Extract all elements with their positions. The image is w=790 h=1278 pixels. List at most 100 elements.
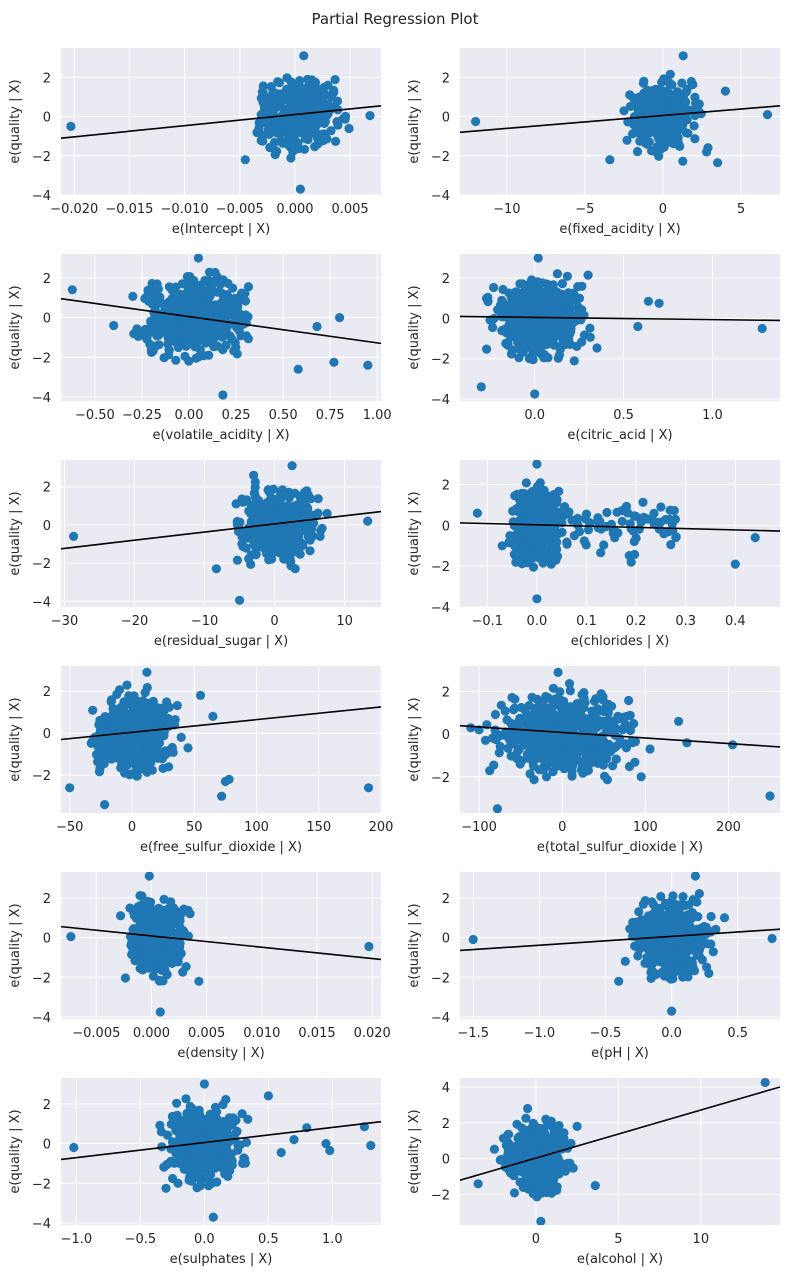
scatter-point-outlier xyxy=(468,934,478,945)
y-tick-label: 0 xyxy=(43,727,51,742)
scatter-point xyxy=(137,703,147,713)
scatter-point-outlier xyxy=(144,872,154,881)
scatter-point xyxy=(648,86,658,96)
scatter-point-outlier xyxy=(249,470,259,480)
scatter-point xyxy=(579,720,589,730)
scatter-point xyxy=(507,692,517,703)
x-tick-label: −0.010 xyxy=(161,202,209,217)
scatter-point-outlier xyxy=(581,509,592,519)
scatter-point xyxy=(660,962,671,972)
scatter-point xyxy=(678,918,688,929)
scatter-point xyxy=(588,736,599,746)
scatter-point xyxy=(93,757,103,767)
scatter-point xyxy=(270,88,280,98)
scatter-point xyxy=(602,507,612,518)
scatter-point-outlier xyxy=(702,147,712,157)
scatter-point xyxy=(665,505,675,515)
y-tick-label: −2 xyxy=(431,560,450,575)
scatter-point xyxy=(533,753,543,763)
scatter-point xyxy=(128,291,138,301)
scatter-point xyxy=(659,529,669,539)
x-tick-label: 0.000 xyxy=(133,1026,170,1041)
scatter-point-outlier xyxy=(671,533,681,543)
scatter-point xyxy=(232,349,242,359)
scatter-point xyxy=(532,301,542,311)
scatter-point xyxy=(537,327,547,337)
x-axis-label: e(free_sulfur_dioxide | X) xyxy=(140,840,302,855)
scatter-point xyxy=(124,711,134,721)
scatter-point-outlier xyxy=(224,774,234,785)
scatter-point-outlier xyxy=(674,716,684,727)
scatter-point xyxy=(126,732,136,742)
scatter-point xyxy=(293,504,303,514)
x-tick-label: −50 xyxy=(56,820,83,835)
scatter-point xyxy=(540,501,550,511)
scatter-point xyxy=(264,555,274,565)
scatter-point-outlier xyxy=(690,872,700,881)
x-tick-label: −1.5 xyxy=(457,1026,489,1041)
plot-area xyxy=(460,48,780,195)
scatter-point-outlier xyxy=(322,508,332,519)
x-axis-label: e(pH | X) xyxy=(591,1046,649,1061)
scatter-point xyxy=(244,506,254,516)
scatter-point xyxy=(97,750,107,760)
scatter-point xyxy=(525,303,535,313)
y-axis-label: e(quality | X) xyxy=(407,285,422,369)
scatter-point-outlier xyxy=(315,531,325,542)
scatter-point-outlier xyxy=(323,80,333,90)
scatter-point xyxy=(178,967,188,977)
scatter-point xyxy=(513,746,523,756)
x-tick-label: −100 xyxy=(461,820,497,835)
scatter-point-outlier xyxy=(767,933,777,944)
scatter-point-outlier xyxy=(605,155,615,165)
scatter-point xyxy=(320,129,330,139)
scatter-point xyxy=(277,539,287,550)
x-tick-label: 0.2 xyxy=(626,614,647,629)
scatter-point-outlier xyxy=(497,541,507,551)
scatter-point xyxy=(340,111,351,121)
x-tick-label: −0.1 xyxy=(471,614,503,629)
scatter-point xyxy=(644,137,654,147)
scatter-point xyxy=(524,701,534,711)
x-axis-label: e(volatile_acidity | X) xyxy=(152,428,289,443)
scatter-point xyxy=(152,279,162,289)
scatter-point xyxy=(625,90,635,100)
plot-area xyxy=(460,872,780,1019)
y-axis-label: e(quality | X) xyxy=(407,79,422,163)
x-tick-label: 0.3 xyxy=(675,614,696,629)
scatter-point-outlier xyxy=(231,499,241,509)
scatter-point-outlier xyxy=(363,516,373,526)
y-tick-label: −4 xyxy=(32,595,51,610)
y-tick-label: 0 xyxy=(442,312,450,327)
scatter-point xyxy=(120,973,130,983)
scatter-point xyxy=(275,491,285,501)
scatter-point xyxy=(313,494,323,504)
scatter-point-outlier xyxy=(67,285,77,295)
scatter-point xyxy=(563,288,574,298)
x-tick-label: 0 xyxy=(558,820,566,835)
scatter-point xyxy=(498,284,508,295)
scatter-point xyxy=(556,723,566,734)
scatter-point xyxy=(563,331,573,341)
scatter-point xyxy=(330,75,340,85)
scatter-point xyxy=(653,918,663,928)
scatter-point-outlier xyxy=(142,667,152,677)
scatter-point xyxy=(276,118,286,128)
y-tick-label: 0 xyxy=(442,728,450,743)
scatter-point xyxy=(530,741,541,751)
scatter-point xyxy=(678,156,688,166)
scatter-point xyxy=(513,506,523,516)
scatter-point xyxy=(221,340,231,350)
scatter-point xyxy=(545,713,555,723)
scatter-point xyxy=(518,279,528,289)
scatter-point xyxy=(106,740,116,750)
scatter-point xyxy=(147,953,157,963)
scatter-point xyxy=(496,700,506,710)
y-tick-label: −4 xyxy=(32,189,51,204)
scatter-point xyxy=(649,98,660,108)
scatter-point xyxy=(564,507,574,517)
scatter-point-outlier xyxy=(728,740,738,750)
scatter-point xyxy=(574,527,585,537)
